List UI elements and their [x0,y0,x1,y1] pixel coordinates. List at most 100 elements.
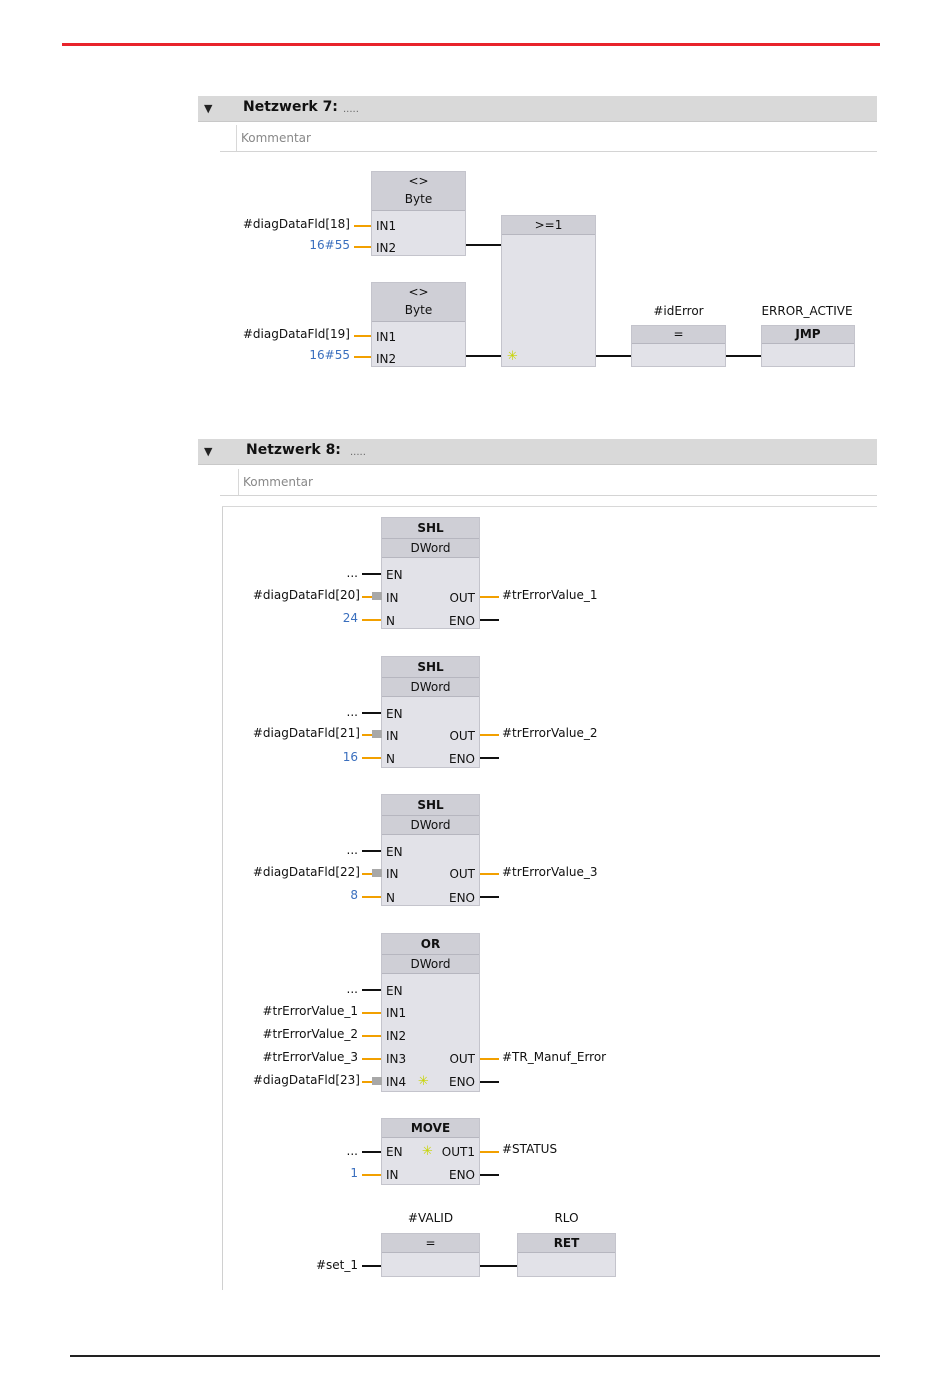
wire [362,1035,381,1037]
pin-en: EN [386,707,403,721]
wire [362,850,381,852]
or-box[interactable]: >=1 ✳ [501,215,596,367]
shl-box-2[interactable]: SHL DWord EN IN N OUT ENO [381,656,480,768]
shl-box-3[interactable]: SHL DWord EN IN N OUT ENO [381,794,480,906]
collapse-triangle-icon[interactable]: ▼ [204,102,213,115]
shl-box-1[interactable]: SHL DWord EN IN N OUT ENO [381,517,480,629]
shl-type: DWord [382,815,479,835]
constant-label[interactable]: 16#55 [309,348,350,362]
pin-in3: IN3 [386,1052,407,1066]
wire [354,335,371,337]
compare-type: Byte [404,303,433,317]
compare-box-2[interactable]: <> Byte IN1 IN2 [371,282,466,367]
constant-label[interactable]: 24 [342,611,358,625]
operand-label[interactable]: #diagDataFld[18] [242,217,350,231]
compare-operator: <> [408,285,429,299]
comment-field[interactable]: Kommentar [238,469,313,495]
wire [362,757,381,759]
pin-in1: IN1 [376,219,397,233]
comment-field[interactable]: Kommentar [236,125,311,151]
pin-out: OUT [449,867,475,881]
wire [362,619,381,621]
negation-marker [372,1077,382,1085]
wire [362,1265,381,1267]
or-dword-box[interactable]: OR DWord EN IN1 IN2 IN3 IN4 ✳ OUT ENO [381,933,480,1092]
pin-in: IN [386,867,399,881]
pin-eno: ENO [448,891,475,905]
operand-label[interactable]: #set_1 [315,1258,358,1272]
assign-box[interactable]: = [631,325,726,367]
operand-label[interactable]: #trErrorValue_1 [262,1004,358,1018]
constant-label[interactable]: 8 [350,888,358,902]
jmp-operator: JMP [762,326,854,344]
wire [480,596,499,598]
constant-label[interactable]: 16 [342,750,358,764]
pin-in2: IN2 [386,1029,407,1043]
wire [362,1151,381,1153]
collapse-triangle-icon[interactable]: ▼ [204,445,213,458]
pin-out: OUT [449,729,475,743]
or-operator: OR [382,934,479,954]
wire [362,573,381,575]
output-operand[interactable]: #TR_Manuf_Error [502,1050,607,1064]
wire [480,896,499,898]
pin-en: EN [386,984,403,998]
ret-box[interactable]: RET [517,1233,616,1277]
output-operand[interactable]: #STATUS [502,1142,558,1156]
network-7-header[interactable]: ▼ Netzwerk 7: ..... [198,96,877,122]
operand-label[interactable]: #trErrorValue_3 [262,1050,358,1064]
operand-label[interactable]: #diagDataFld[20] [252,588,360,602]
add-input-star-icon[interactable]: ✳ [418,1074,429,1089]
move-box[interactable]: MOVE EN ✳ OUT1 IN ENO [381,1118,480,1185]
constant-label[interactable]: 16#55 [309,238,350,252]
en-placeholder[interactable]: ... [346,1144,358,1158]
shl-operator: SHL [382,657,479,677]
ret-operator: RET [518,1234,615,1253]
wire [362,1081,372,1083]
assign-box[interactable]: = [381,1233,480,1277]
network-title-placeholder[interactable]: ..... [350,447,366,458]
network-title: Netzwerk 8: [246,442,341,458]
jmp-box[interactable]: JMP [761,325,855,367]
add-output-star-icon[interactable]: ✳ [422,1144,433,1159]
en-placeholder[interactable]: ... [346,566,358,580]
output-operand[interactable]: #trErrorValue_1 [502,588,598,602]
network-title-placeholder[interactable]: ..... [343,104,359,115]
network-8-comment[interactable]: Kommentar [220,469,877,496]
operand-label[interactable]: #diagDataFld[22] [252,865,360,879]
pin-in: IN [386,591,399,605]
coil-operand[interactable]: #idError [653,304,704,318]
operand-label[interactable]: #diagDataFld[21] [252,726,360,740]
wire [726,355,761,357]
pin-in: IN [386,1168,399,1182]
compare-type: Byte [404,192,433,206]
jump-label[interactable]: ERROR_ACTIVE [761,304,853,318]
en-placeholder[interactable]: ... [346,982,358,996]
coil-operand[interactable]: #VALID [407,1211,454,1225]
negation-marker [372,869,382,877]
output-operand[interactable]: #trErrorValue_2 [502,726,598,740]
wire [354,246,371,248]
pin-en: EN [386,568,403,582]
move-operator: MOVE [382,1119,479,1138]
pin-eno: ENO [448,614,475,628]
output-operand[interactable]: #trErrorValue_3 [502,865,598,879]
wire [480,1265,517,1267]
en-placeholder[interactable]: ... [346,705,358,719]
or-type: DWord [382,954,479,974]
pin-in1: IN1 [386,1006,407,1020]
operand-label[interactable]: #trErrorValue_2 [262,1027,358,1041]
network-7-comment[interactable]: Kommentar [220,125,877,152]
negation-marker [372,730,382,738]
compare-box-1[interactable]: <> Byte IN1 IN2 [371,171,466,256]
add-input-star-icon[interactable]: ✳ [507,349,518,364]
constant-label[interactable]: 1 [350,1166,358,1180]
network-8-header[interactable]: ▼ Netzwerk 8: ..... [198,439,877,465]
operand-label[interactable]: #diagDataFld[23] [252,1073,360,1087]
pin-out1: OUT1 [441,1145,475,1159]
or-operator: >=1 [502,216,595,235]
en-placeholder[interactable]: ... [346,843,358,857]
operand-label[interactable]: #diagDataFld[19] [242,327,350,341]
ret-label[interactable]: RLO [554,1211,579,1225]
pin-in2: IN2 [376,241,397,255]
